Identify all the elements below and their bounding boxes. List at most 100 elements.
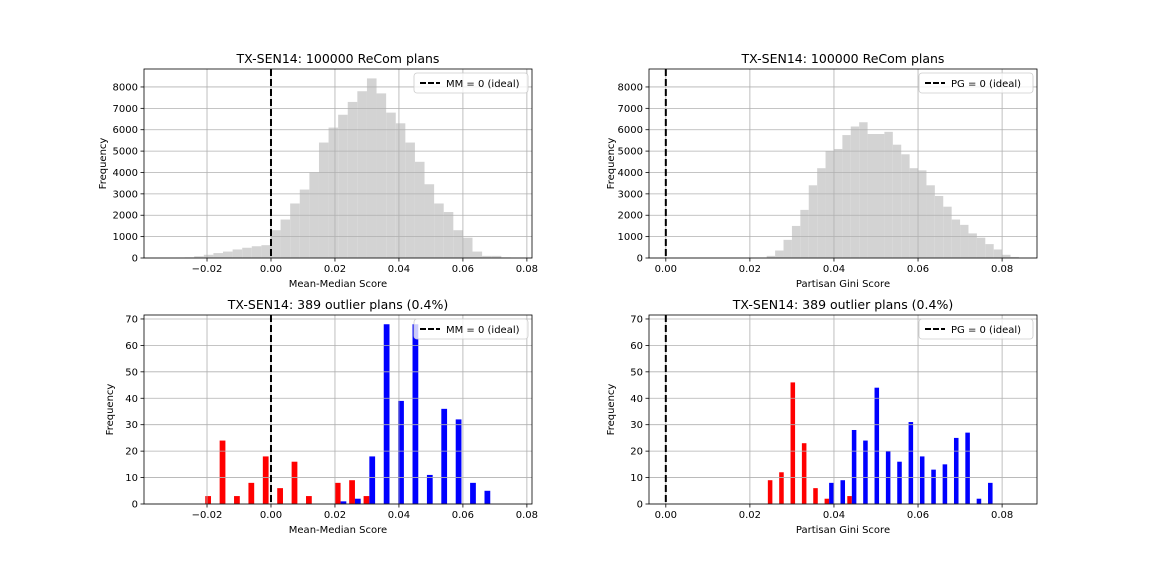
bar xyxy=(976,498,982,504)
chart-title: TX-SEN14: 100000 ReCom plans xyxy=(741,51,945,66)
bar xyxy=(892,144,902,258)
y-tick-label: 1000 xyxy=(113,232,138,243)
bar xyxy=(318,142,329,258)
legend-label: PG = 0 (ideal) xyxy=(951,79,1021,90)
x-tick-label: 0.00 xyxy=(655,264,677,275)
legend-box xyxy=(918,72,1034,94)
bar xyxy=(357,91,367,258)
bar xyxy=(223,251,233,258)
x-tick-label: 0.04 xyxy=(823,510,845,521)
y-tick-label: 60 xyxy=(125,341,138,352)
bar xyxy=(366,78,377,258)
bar xyxy=(993,249,1003,258)
y-tick-label: 0 xyxy=(637,500,643,511)
bar xyxy=(412,324,419,504)
bar xyxy=(926,185,935,258)
bar xyxy=(867,133,876,258)
y-tick-label: 7000 xyxy=(113,104,138,115)
x-tick-label: 0.06 xyxy=(452,510,474,521)
chart-title: TX-SEN14: 100000 ReCom plans xyxy=(236,51,440,66)
bar xyxy=(290,203,300,258)
y-tick-label: 5000 xyxy=(113,147,138,158)
bar xyxy=(985,244,994,258)
bar xyxy=(376,93,387,258)
y-tick-label: 70 xyxy=(125,314,138,325)
y-tick-label: 8000 xyxy=(618,82,643,93)
bar xyxy=(779,472,784,504)
y-axis-label: Frequency xyxy=(606,138,617,190)
bar xyxy=(262,456,269,504)
bar xyxy=(491,255,502,258)
x-tick-label: 0.08 xyxy=(516,264,538,275)
bar xyxy=(775,250,784,258)
bar xyxy=(291,461,298,504)
bar xyxy=(242,247,252,258)
bar xyxy=(766,255,776,258)
bar xyxy=(426,474,433,504)
x-tick-label: 0.02 xyxy=(739,264,761,275)
bar xyxy=(383,324,390,504)
bar xyxy=(398,400,404,504)
bar xyxy=(976,237,986,258)
bar xyxy=(484,490,491,504)
bar xyxy=(951,219,961,258)
y-tick-label: 20 xyxy=(125,447,138,458)
y-tick-label: 0 xyxy=(637,254,643,265)
y-tick-label: 5000 xyxy=(618,147,643,158)
bar xyxy=(833,148,843,258)
x-tick-label: 0.00 xyxy=(260,264,282,275)
x-tick-label: 0.04 xyxy=(388,510,410,521)
y-tick-label: 0 xyxy=(132,254,138,265)
bar xyxy=(462,237,473,258)
x-axis-label: Partisan Gini Score xyxy=(796,279,890,290)
bar xyxy=(232,249,243,258)
chart-title: TX-SEN14: 389 outlier plans (0.4%) xyxy=(227,297,448,312)
bar xyxy=(277,488,283,504)
y-tick-label: 60 xyxy=(630,341,643,352)
legend: MM = 0 (ideal) xyxy=(413,72,529,94)
bar xyxy=(851,429,857,504)
y-tick-label: 6000 xyxy=(618,125,643,136)
legend: MM = 0 (ideal) xyxy=(413,318,529,340)
bar xyxy=(434,203,444,258)
bar xyxy=(801,443,807,504)
x-tick-label: 0.06 xyxy=(452,264,474,275)
x-tick-label: 0.02 xyxy=(739,510,761,521)
axes-frame xyxy=(143,314,533,505)
bar xyxy=(1010,256,1019,258)
bar xyxy=(840,480,846,504)
y-tick-label: 70 xyxy=(630,314,643,325)
bar xyxy=(453,230,463,258)
bar xyxy=(213,253,224,258)
bar xyxy=(897,461,902,504)
bar xyxy=(968,233,977,258)
x-tick-label: 0.00 xyxy=(655,510,677,521)
y-tick-label: 50 xyxy=(125,367,138,378)
bar xyxy=(261,245,271,258)
bar xyxy=(847,496,852,504)
legend-box xyxy=(413,318,529,340)
bar xyxy=(470,482,476,504)
legend-box xyxy=(918,318,1034,340)
bar xyxy=(791,225,801,258)
legend-label: MM = 0 (ideal) xyxy=(446,79,520,90)
bar xyxy=(953,437,959,504)
y-tick-label: 50 xyxy=(630,367,643,378)
axes-frame xyxy=(143,68,533,259)
y-tick-label: 4000 xyxy=(113,168,138,179)
bar xyxy=(405,142,415,258)
x-tick-label: 0.08 xyxy=(991,264,1013,275)
bar xyxy=(767,480,773,504)
bar xyxy=(455,419,462,504)
y-tick-label: 6000 xyxy=(113,125,138,136)
bar xyxy=(943,206,952,258)
x-tick-label: 0.08 xyxy=(991,510,1013,521)
bar xyxy=(919,456,925,504)
bar xyxy=(482,255,492,258)
bar xyxy=(280,219,291,258)
y-tick-label: 10 xyxy=(125,473,138,484)
bar xyxy=(875,133,885,258)
bar xyxy=(960,224,969,258)
y-axis-label: Frequency xyxy=(606,384,617,436)
bar xyxy=(800,209,809,258)
